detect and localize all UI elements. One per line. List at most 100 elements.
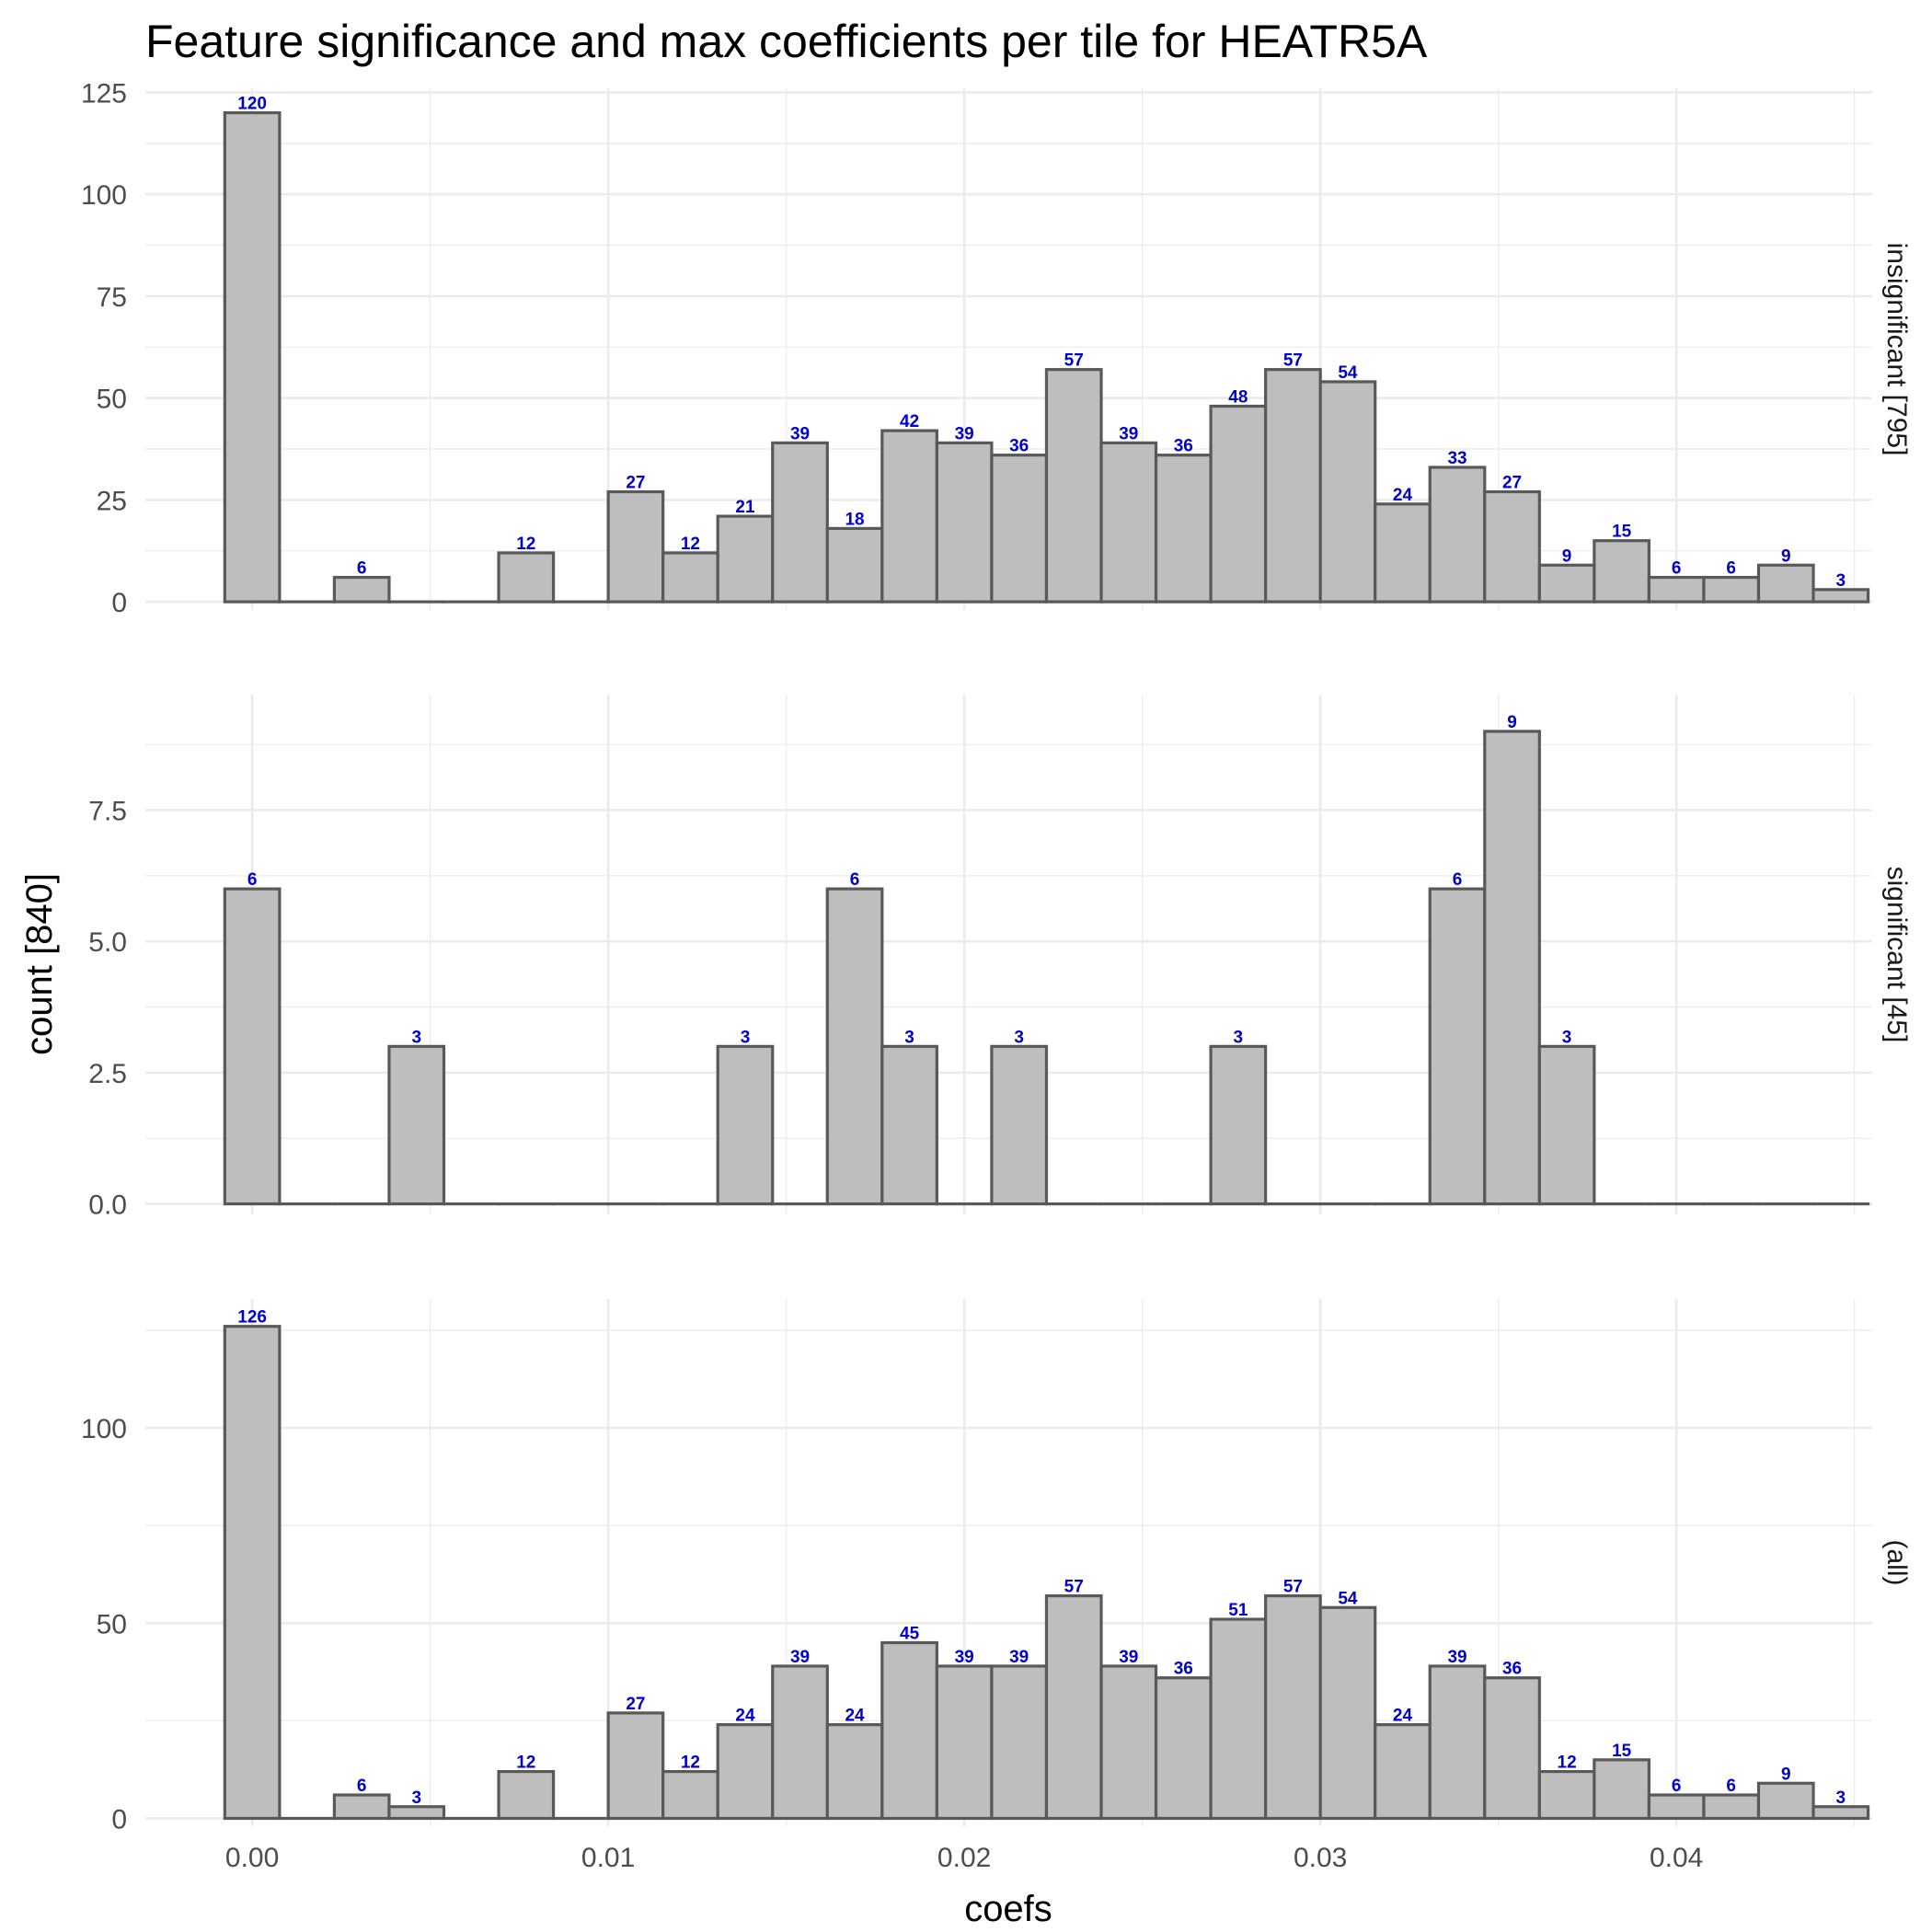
data-label: 6 (357, 1777, 367, 1796)
histogram-bar (224, 113, 280, 603)
histogram-bar (992, 1046, 1047, 1203)
data-label: 6 (247, 870, 258, 890)
x-tick-label: 0.02 (937, 1843, 991, 1873)
data-label: 12 (681, 535, 700, 554)
histogram-bar (773, 1666, 828, 1819)
data-label: 27 (626, 1695, 645, 1714)
y-tick-label: 100 (81, 180, 127, 211)
histogram-bar (608, 492, 663, 603)
data-label: 27 (626, 474, 645, 493)
facet-strip-label: insignificant [795] (1881, 243, 1912, 456)
histogram-bar (992, 1666, 1047, 1819)
histogram-bar (1101, 1666, 1156, 1819)
data-label: 39 (955, 424, 974, 443)
data-label: 3 (411, 1788, 421, 1808)
data-label: 24 (845, 1707, 865, 1726)
histogram-bar (773, 443, 828, 602)
histogram-bar (389, 1807, 444, 1819)
histogram-bar (1704, 1795, 1759, 1818)
data-label: 54 (1338, 1589, 1358, 1608)
histogram-bar (663, 553, 719, 602)
histogram-bar (1156, 455, 1212, 602)
data-label: 12 (516, 535, 535, 554)
data-label: 3 (1234, 1028, 1244, 1047)
histogram-bar (1430, 467, 1485, 602)
histogram-bar (1266, 370, 1321, 602)
histogram-bar (882, 1046, 937, 1203)
y-tick-label: 7.5 (88, 797, 127, 827)
data-label: 57 (1283, 351, 1303, 371)
y-tick-label: 75 (97, 282, 127, 313)
histogram-bar (1649, 578, 1704, 603)
data-label: 12 (1558, 1754, 1577, 1773)
data-label: 36 (1174, 1660, 1193, 1679)
histogram-bar (882, 431, 937, 602)
data-label: 18 (845, 510, 864, 529)
data-label: 45 (900, 1625, 920, 1644)
histogram-bar (718, 516, 773, 602)
y-tick-label: 50 (97, 385, 127, 415)
histogram-bar (1485, 1678, 1540, 1819)
data-label: 3 (1014, 1028, 1024, 1047)
histogram-bar (1320, 1607, 1375, 1818)
data-label: 15 (1612, 523, 1632, 542)
data-label: 12 (681, 1754, 700, 1773)
y-tick-label: 0 (111, 588, 127, 618)
x-tick-label: 0.00 (225, 1843, 279, 1873)
histogram-bar (718, 1725, 773, 1819)
data-label: 6 (1453, 870, 1463, 890)
data-label: 3 (411, 1028, 421, 1047)
data-label: 39 (955, 1648, 974, 1667)
data-label: 57 (1064, 351, 1084, 371)
data-label: 15 (1612, 1742, 1632, 1761)
histogram-bar (827, 528, 882, 602)
histogram-bar (1758, 1783, 1813, 1818)
data-label: 36 (1502, 1660, 1522, 1679)
y-tick-label: 125 (81, 78, 127, 109)
histogram-bar (224, 1327, 280, 1819)
x-axis-title: coefs (964, 1889, 1052, 1929)
data-label: 36 (1009, 437, 1029, 456)
histogram-bar (1758, 565, 1813, 602)
histogram-bar (389, 1046, 444, 1203)
data-label: 9 (1781, 546, 1791, 566)
x-tick-label: 0.01 (581, 1843, 635, 1873)
histogram-bar (1320, 382, 1375, 602)
histogram-bar (1101, 443, 1156, 602)
data-label: 3 (1562, 1028, 1572, 1047)
histogram-bar (1649, 1795, 1704, 1818)
data-label: 51 (1228, 1601, 1248, 1620)
histogram-bar (224, 889, 280, 1203)
y-tick-label: 25 (97, 486, 127, 516)
histogram-bar (1211, 1046, 1266, 1203)
data-label: 3 (904, 1028, 914, 1047)
data-label: 6 (1672, 559, 1682, 579)
data-label: 57 (1064, 1578, 1084, 1597)
histogram-bar (1813, 1807, 1869, 1819)
data-label: 39 (790, 1648, 810, 1667)
y-tick-label: 0.0 (88, 1190, 127, 1221)
data-label: 6 (357, 559, 367, 579)
histogram-bar (663, 1772, 719, 1819)
data-label: 27 (1502, 474, 1522, 493)
histogram-bar (1211, 407, 1266, 603)
histogram-bar (1156, 1678, 1212, 1819)
x-tick-label: 0.03 (1294, 1843, 1347, 1873)
data-label: 12 (516, 1754, 535, 1773)
histogram-bar (1430, 1666, 1485, 1819)
data-label: 9 (1781, 1765, 1791, 1784)
histogram-bar (334, 1795, 389, 1818)
data-label: 6 (1726, 559, 1736, 579)
histogram-bar (1539, 1772, 1594, 1819)
histogram-bar (334, 578, 389, 603)
data-label: 39 (790, 424, 810, 443)
histogram-bar (1046, 1596, 1101, 1819)
data-label: 54 (1338, 363, 1358, 383)
data-label: 48 (1228, 388, 1248, 408)
data-label: 57 (1283, 1578, 1303, 1597)
histogram-bar (608, 1713, 663, 1819)
histogram-bar (827, 889, 882, 1203)
y-tick-label: 0 (111, 1805, 127, 1835)
